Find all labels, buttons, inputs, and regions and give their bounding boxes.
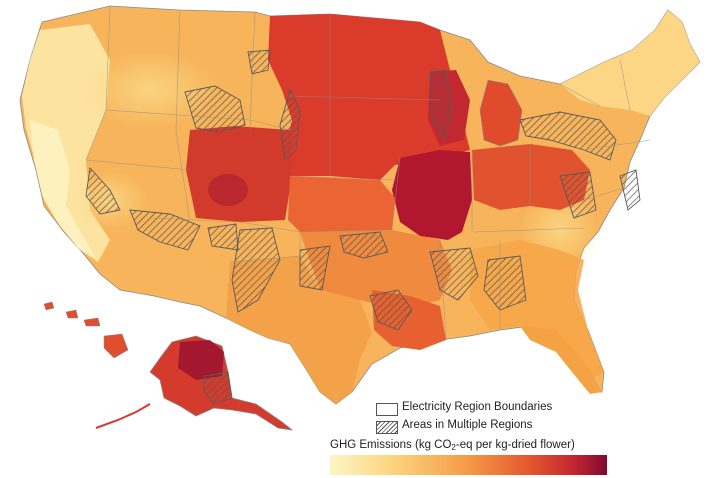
hawaii-islands [43,301,129,359]
state-borders [85,5,651,341]
alaska-hatch [203,371,233,405]
south-central-mid [300,230,452,310]
michigan-high [479,79,523,147]
texas-mid [226,256,372,404]
boundary-legend-swatch [376,403,398,416]
west-coast-lowest [30,120,96,258]
colorbar-title-close: ) [570,439,575,451]
colorbar-title-post: -eq per kg-dried flower [455,439,571,451]
colorbar-title-pre: GHG Emissions (kg CO [330,439,452,451]
multi-region-legend-swatch [376,421,398,434]
colorbar-title-sub: 2 [451,443,456,452]
northeast-low [560,10,700,116]
boundary-legend-label: Electricity Region Boundaries [402,401,553,413]
ohio-valley-high [472,144,590,210]
multi-region-areas [85,49,641,331]
multi-region-legend-label: Areas in Multiple Regions [402,419,533,431]
illinois-max [392,150,472,240]
colorado-high [186,126,292,222]
alaska-max [178,340,224,380]
plains-mid-high [288,176,395,232]
florida-mid [520,326,602,394]
colorbar [330,455,607,475]
upper-midwest-high [268,14,470,180]
aleutians [95,403,151,429]
colorbar-title: GHG Emissions (kg CO2-eq per kg-dried fl… [330,439,575,452]
